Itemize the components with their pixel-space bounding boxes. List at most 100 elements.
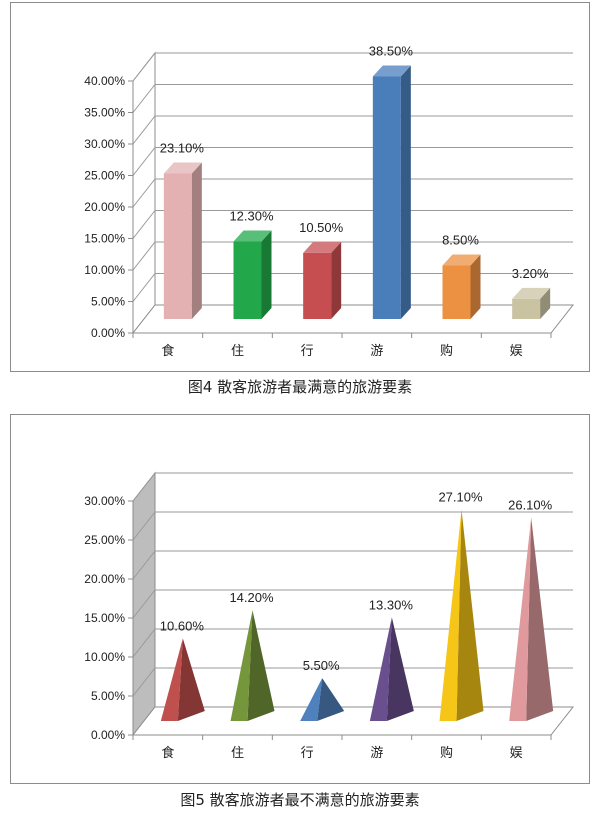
pyramid-chart-least-satisfied: 0.00% 5.00% 10.00% 15.00% 20.00% 25.00% 30.00%…: [84, 471, 575, 761]
gridline: [132, 52, 573, 82]
gridline: [132, 273, 573, 302]
data-label: 23.10%: [160, 140, 205, 155]
column-front: [303, 252, 332, 319]
column-side: [470, 254, 481, 319]
y-tick-label: 15.00%: [84, 611, 125, 625]
pyramid-bar: [509, 517, 554, 721]
gridline: [132, 667, 573, 697]
pyramid-front: [369, 617, 392, 721]
figure-caption-4: 图4 散客旅游者最满意的旅游要素: [187, 378, 413, 396]
column-side: [540, 287, 551, 319]
y-tick-label: 30.00%: [84, 137, 125, 151]
column-front: [442, 265, 471, 319]
pyramid-side: [456, 509, 484, 721]
x-category-label: 住: [231, 344, 244, 359]
pyramid-side: [177, 638, 205, 721]
pyramid-bar: [300, 678, 345, 721]
y-tick-label: 15.00%: [84, 232, 125, 246]
data-label: 10.60%: [160, 618, 205, 633]
y-tick-label: 5.00%: [91, 295, 125, 309]
y-tick-label: 0.00%: [91, 728, 125, 742]
column-top: [442, 254, 481, 266]
gridline: [132, 628, 573, 658]
y-tick-label: 25.00%: [84, 169, 125, 183]
column-side: [261, 230, 272, 319]
chart-panel-least-satisfied: 0.00% 5.00% 10.00% 15.00% 20.00% 25.00% 30.00%…: [10, 414, 590, 784]
x-category-label: 游: [370, 746, 383, 761]
data-label: 38.50%: [369, 43, 414, 58]
x-category-label: 行: [301, 746, 314, 761]
pyramid-side: [526, 517, 554, 721]
column-top: [163, 162, 202, 174]
data-label: 27.10%: [438, 490, 483, 505]
bar-column: [233, 230, 272, 319]
bar-chart-most-satisfied: 0.00% 5.00% 10.00% 15.00% 20.00% 25.00% 30.00%…: [84, 43, 575, 359]
pyramid-side: [247, 610, 275, 721]
data-label: 3.20%: [512, 266, 549, 281]
y-tick-label: 20.00%: [84, 572, 125, 586]
x-category-label: 娱: [510, 746, 523, 761]
column-front: [233, 241, 262, 319]
column-front: [512, 298, 541, 319]
gridline: [132, 511, 573, 541]
x-category-label: 游: [370, 344, 383, 359]
y-tick-label: 30.00%: [84, 494, 125, 508]
y-tick-label: 0.00%: [91, 326, 125, 340]
pyramid-front: [439, 509, 462, 721]
data-label: 13.30%: [369, 597, 414, 612]
gridline: [132, 178, 573, 208]
x-category-label: 住: [231, 746, 244, 761]
y-tick-label: 25.00%: [84, 533, 125, 547]
x-category-label: 购: [440, 745, 453, 761]
figure-caption-5: 图5 散客旅游者最不满意的旅游要素: [180, 791, 420, 809]
chart-panel-most-satisfied: 0.00% 5.00% 10.00% 15.00% 20.00% 25.00% 30.00%…: [10, 2, 590, 372]
pyramid-bar: [439, 509, 484, 721]
gridline: [132, 147, 573, 176]
pyramid-side: [317, 678, 345, 721]
column-side: [191, 162, 202, 319]
x-category-label: 食: [161, 745, 174, 761]
bar-column: [442, 254, 481, 319]
bar-column: [163, 162, 202, 319]
column-side: [400, 65, 411, 319]
column-top: [512, 287, 551, 299]
data-label: 26.10%: [508, 497, 553, 512]
x-category-label: 食: [161, 343, 174, 359]
column-top: [303, 241, 342, 253]
pyramid-front: [509, 517, 532, 721]
data-label: 5.50%: [303, 658, 340, 673]
data-label: 14.20%: [229, 590, 274, 605]
column-front: [163, 173, 192, 319]
gridline: [132, 84, 573, 113]
column-front: [372, 76, 401, 319]
column-top: [233, 230, 272, 242]
column-top: [372, 65, 411, 77]
pyramid-bar: [160, 638, 205, 721]
y-tick-label: 35.00%: [84, 106, 125, 120]
pyramid-front: [230, 610, 253, 721]
data-label: 12.30%: [229, 209, 274, 224]
y-tick-label: 20.00%: [84, 200, 125, 214]
data-label: 8.50%: [442, 232, 479, 247]
gridline: [132, 472, 573, 502]
column-side: [331, 241, 342, 319]
bar-column: [372, 65, 411, 319]
y-tick-label: 5.00%: [91, 689, 125, 703]
pyramid-bar: [369, 617, 414, 721]
gridline: [132, 115, 573, 145]
y-tick-label: 40.00%: [84, 74, 125, 88]
bar-column: [303, 241, 342, 319]
pyramid-side: [386, 617, 414, 721]
x-category-label: 行: [301, 344, 314, 359]
gridline: [132, 210, 573, 239]
data-label: 10.50%: [299, 220, 344, 235]
bar-column: [512, 287, 551, 319]
gridline: [132, 550, 573, 580]
pyramid-front: [300, 678, 323, 721]
y-tick-label: 10.00%: [84, 650, 125, 664]
pyramid-bar: [230, 610, 275, 721]
gridline: [132, 589, 573, 619]
x-category-label: 娱: [510, 344, 523, 359]
gridline: [132, 241, 573, 271]
y-tick-label: 10.00%: [84, 263, 125, 277]
